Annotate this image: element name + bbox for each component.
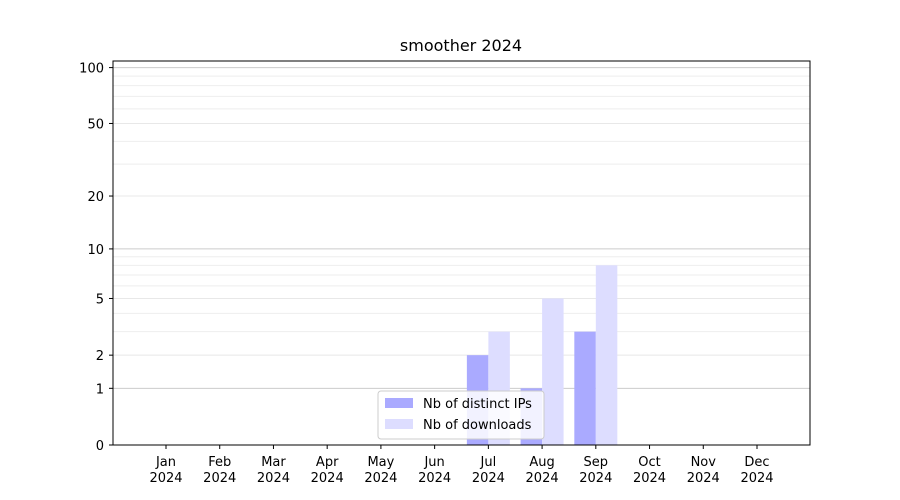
legend-box — [377, 390, 545, 440]
bar-distinct-ips — [574, 331, 596, 445]
legend-label-distinct-ips: Nb of distinct IPs — [423, 397, 532, 412]
x-tick-label: Jul 2024 — [472, 455, 505, 486]
y-tick-label: 50 — [87, 117, 104, 132]
plot-frame — [112, 60, 811, 446]
y-tick-label: 0 — [96, 439, 104, 454]
legend-label-downloads: Nb of downloads — [423, 418, 532, 433]
x-tick-label: Sep 2024 — [579, 455, 612, 486]
legend-swatch-distinct-ips — [385, 398, 413, 408]
x-tick-label: Feb 2024 — [203, 455, 236, 486]
y-tick-label: 100 — [79, 62, 104, 77]
x-tick-label: Aug 2024 — [526, 455, 559, 486]
y-tick-label: 10 — [87, 243, 104, 258]
x-tick-label: Apr 2024 — [311, 455, 344, 486]
x-axis: Jan 2024 Feb 2024 Mar 2024 Apr 2024 May 2024 Jun 20… — [149, 445, 774, 486]
grid — [113, 67, 810, 389]
y-axis: 0 1 2 5 10 20 50 100 — [79, 62, 113, 454]
legend-swatch-downloads — [385, 419, 413, 429]
x-tick-label: Dec 2024 — [740, 455, 773, 486]
x-tick-label: May 2024 — [364, 455, 397, 486]
x-tick-label: Mar 2024 — [257, 455, 290, 486]
x-tick-label: Nov 2024 — [687, 455, 720, 486]
y-tick-label: 1 — [96, 382, 104, 397]
y-tick-label: 20 — [87, 190, 104, 205]
chart-title: smoother 2024 — [400, 36, 522, 55]
legend: Nb of distinct IPs Nb of downloads — [377, 390, 545, 440]
bar-downloads — [542, 298, 564, 445]
bar-downloads — [595, 265, 618, 445]
y-tick-label: 2 — [96, 349, 104, 364]
x-tick-label: Jun 2024 — [418, 455, 451, 486]
y-tick-label: 5 — [96, 292, 104, 307]
x-tick-label: Oct 2024 — [633, 455, 666, 486]
x-tick-label: Jan 2024 — [149, 455, 182, 486]
